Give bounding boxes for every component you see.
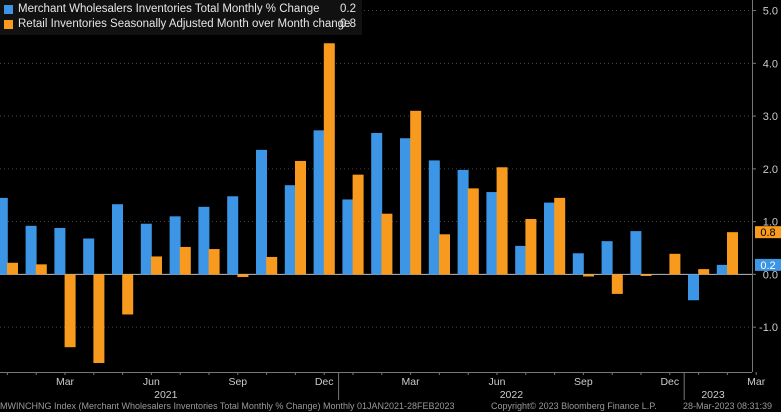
legend-label: Retail Inventories Seasonally Adjusted M… [18, 18, 351, 30]
legend-swatch-blue [4, 5, 13, 14]
bar-wholesalers [371, 132, 383, 275]
x-month-label: Dec [315, 376, 334, 388]
bar-wholesalers [227, 196, 239, 275]
bar-retail [179, 246, 191, 275]
bar-wholesalers [716, 264, 728, 275]
bar-wholesalers [601, 241, 613, 275]
bar-wholesalers [313, 130, 325, 275]
legend-last-value: 0.8 [340, 18, 356, 30]
tag-background [755, 226, 781, 239]
y-tick-label: 1.0 [763, 217, 778, 229]
bar-retail [381, 213, 393, 275]
legend-label: Merchant Wholesalers Inventories Total M… [18, 3, 320, 15]
tag-background [755, 258, 781, 271]
x-month-label: Mar [747, 376, 766, 388]
bar-retail [237, 274, 249, 278]
bar-wholesalers [284, 185, 296, 275]
y-tick-label: -1.0 [759, 322, 778, 334]
bar-retail [583, 274, 594, 277]
bar-wholesalers [400, 138, 411, 275]
chart-footer: MWINCHNG Index (Merchant Wholesalers Inv… [0, 400, 781, 412]
chart-legend: Merchant Wholesalers Inventories Total M… [0, 0, 362, 35]
bar-retail [410, 110, 422, 275]
bar-wholesalers [342, 199, 354, 275]
bar-wholesalers [169, 216, 181, 275]
bar-retail [698, 269, 710, 275]
y-tick-label: 3.0 [763, 111, 778, 123]
bar-wholesalers [112, 204, 123, 275]
x-year-label: 2021 [154, 389, 178, 401]
bar-wholesalers [198, 206, 210, 275]
bar-wholesalers [256, 149, 267, 275]
bar-wholesalers [54, 227, 66, 275]
last-value-tag-retail: 0.8 [755, 226, 781, 239]
x-month-label: Sep [228, 376, 247, 388]
y-tick-label: 0.0 [763, 269, 778, 281]
bar-retail [93, 274, 105, 364]
y-tick-label: 2.0 [763, 164, 778, 176]
bar-wholesalers [572, 253, 584, 275]
x-year-label: 2022 [500, 389, 524, 401]
y-tick-label: 4.0 [763, 58, 778, 70]
bar-retail [467, 188, 479, 275]
tag-value: 0.2 [760, 260, 775, 272]
footer-copyright: Copyright© 2023 Bloomberg Finance L.P. [491, 401, 657, 411]
bar-retail [151, 256, 162, 275]
bar-wholesalers [486, 192, 498, 275]
x-month-label: Jun [143, 376, 160, 388]
legend-item-wholesalers: Merchant Wholesalers Inventories Total M… [4, 2, 356, 17]
bar-retail [64, 274, 76, 348]
bar-retail [496, 167, 508, 275]
x-year-label: 2023 [701, 389, 725, 401]
footer-ticker: MWINCHNG Index (Merchant Wholesalers Inv… [0, 401, 455, 411]
x-month-label: Mar [56, 376, 75, 388]
bar-wholesalers [428, 160, 440, 275]
bar-wholesalers [140, 223, 152, 275]
bar-wholesalers [0, 197, 8, 275]
bar-retail [208, 249, 220, 275]
bar-retail [669, 253, 681, 275]
x-month-label: Jun [489, 376, 506, 388]
footer-timestamp: 28-Mar-2023 08:31:39 [683, 401, 773, 411]
bar-wholesalers [457, 169, 469, 275]
bar-retail [295, 160, 306, 275]
bar-retail [525, 218, 537, 275]
bar-retail [266, 256, 278, 275]
bar-retail [122, 274, 134, 315]
legend-last-value: 0.2 [340, 3, 356, 15]
bar-wholesalers [83, 238, 95, 275]
tag-value: 0.8 [760, 227, 775, 239]
bar-retail [611, 274, 623, 294]
bar-retail [7, 262, 18, 275]
bar-retail [554, 197, 566, 275]
bar-wholesalers [25, 225, 37, 275]
bar-wholesalers [515, 245, 527, 275]
bar-retail [35, 264, 47, 275]
bar-retail [323, 43, 335, 275]
x-month-label: Dec [660, 376, 679, 388]
bar-retail [727, 232, 738, 275]
x-month-label: Mar [402, 376, 421, 388]
bar-wholesalers [630, 231, 642, 275]
legend-swatch-orange [4, 20, 13, 29]
bar-wholesalers [544, 202, 555, 275]
y-tick-label: 5.0 [763, 6, 778, 18]
x-month-label: Sep [574, 376, 593, 388]
bar-retail [640, 274, 652, 276]
bar-retail [352, 174, 364, 275]
last-value-tag-wholesalers: 0.2 [755, 258, 781, 272]
bar-wholesalers [688, 274, 699, 301]
bar-retail [439, 234, 450, 275]
legend-item-retail: Retail Inventories Seasonally Adjusted M… [4, 17, 356, 32]
